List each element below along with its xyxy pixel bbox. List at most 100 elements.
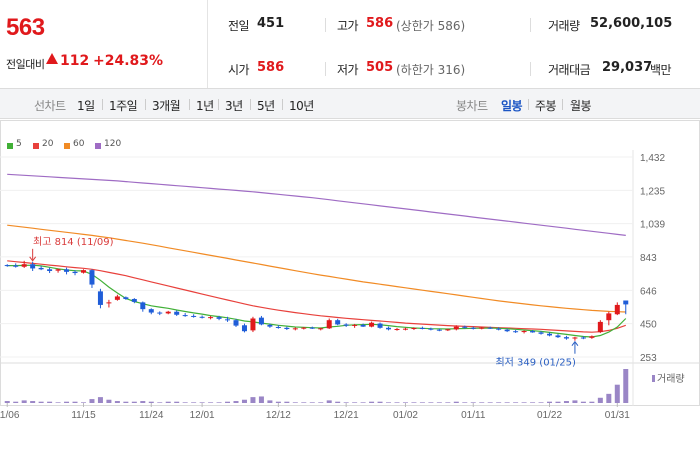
candle-body [140, 302, 146, 310]
volume-bar [470, 402, 476, 403]
volume-bar [419, 402, 425, 403]
candle-body [64, 269, 70, 272]
volume-bar [402, 402, 408, 403]
x-tick-label: 12/12 [266, 410, 291, 421]
period-5y[interactable]: 5년 [257, 99, 275, 113]
volume-bar [614, 384, 620, 403]
volume-bar [191, 402, 197, 403]
volume-bar [360, 402, 366, 403]
high-arrow-head [29, 256, 37, 262]
open-label: 시가 [228, 63, 250, 77]
candle-body [530, 331, 536, 333]
candle-body [114, 296, 120, 300]
volume-bar [13, 401, 19, 403]
period-1y[interactable]: 1년 [196, 99, 214, 113]
candle-body [521, 331, 527, 333]
high-value: 586 [366, 16, 394, 31]
volume-bar [267, 400, 273, 403]
volume-legend-swatch [652, 375, 655, 382]
candle-body [318, 328, 324, 330]
candle-body [38, 267, 44, 270]
period-10y[interactable]: 10년 [289, 99, 314, 113]
candle-monthly[interactable]: 월봉 [570, 99, 592, 113]
upper-limit: (상한가 586) [396, 19, 466, 33]
period-1d[interactable]: 1일 [77, 99, 95, 113]
divider [530, 18, 531, 32]
volume-bar [275, 401, 281, 403]
candle-body [377, 323, 383, 328]
candle-body [428, 328, 434, 330]
candle-body [131, 298, 137, 302]
volume-bar [250, 397, 256, 403]
candle-body [555, 335, 561, 338]
candle-body [589, 336, 595, 338]
divider [189, 99, 190, 110]
volume-bar [343, 402, 349, 403]
candle-daily[interactable]: 일봉 [501, 99, 523, 113]
volume-bar [38, 401, 44, 403]
y-tick-label: 450 [640, 320, 657, 331]
prev-close-label: 전일 [228, 19, 250, 33]
x-tick-label: 11/06 [0, 410, 20, 421]
volume-bar [394, 402, 400, 403]
divider [562, 99, 563, 110]
current-price: 563 [6, 14, 45, 41]
x-tick-label: 01/31 [605, 410, 630, 421]
legend-ma20: 20 [42, 139, 54, 149]
volume-bar [597, 397, 603, 403]
amount-value: 29,037 [602, 60, 653, 75]
volume-bar [140, 401, 146, 403]
candle-body [148, 309, 154, 313]
volume-bar [72, 401, 78, 403]
candle-body [462, 326, 468, 328]
candle-body [360, 324, 366, 327]
legend-ma5-swatch [7, 143, 13, 149]
candle-body [386, 327, 392, 330]
volume-bar [513, 402, 519, 403]
volume-bar [21, 400, 27, 403]
legend-ma5: 5 [16, 139, 22, 149]
volume-bar [530, 402, 536, 403]
volume-bar [335, 401, 341, 403]
volume-bar [216, 402, 222, 403]
candle-body [174, 311, 180, 315]
volume-bar [589, 401, 595, 403]
candle-body [72, 271, 78, 274]
price-chart: 5 20 60 120 1,432 1,235 1,039 843 646 450 253 1… [0, 120, 700, 450]
candle-body [30, 264, 36, 269]
amount-label: 거래대금 [548, 63, 591, 77]
candle-body [21, 264, 27, 267]
volume-bar [284, 401, 290, 403]
legend-ma60-swatch [64, 143, 70, 149]
legend-ma120-swatch [95, 143, 101, 149]
volume-label: 거래량 [657, 373, 685, 385]
candle-weekly[interactable]: 주봉 [535, 99, 557, 113]
up-arrow-icon [46, 53, 58, 64]
x-tick-label: 01/02 [393, 410, 418, 421]
candle-body [326, 320, 332, 329]
ma20-line [7, 260, 626, 333]
period-1w[interactable]: 1주일 [109, 99, 138, 113]
volume-bar [4, 401, 10, 403]
divider [325, 62, 326, 76]
candle-body [80, 270, 86, 273]
divider [282, 99, 283, 110]
period-3y[interactable]: 3년 [225, 99, 243, 113]
volume-bar [318, 402, 324, 403]
candle-body [250, 318, 256, 331]
volume-bar [97, 397, 103, 403]
candle-body [563, 337, 569, 339]
volume-bar [182, 402, 188, 403]
candle-body [496, 328, 502, 330]
x-tick-label: 12/21 [334, 410, 359, 421]
low-annotation: 최저 349 (01/25) [495, 357, 576, 369]
volume-bar [258, 396, 264, 403]
period-3m[interactable]: 3개월 [152, 99, 181, 113]
low-label: 저가 [337, 63, 359, 77]
volume-bar [326, 400, 332, 403]
volume-bar [131, 401, 137, 403]
change-label: 전일대비 [6, 58, 45, 71]
chart-canvas: 1,432 1,235 1,039 843 646 450 253 11/06 11/15 11/… [0, 120, 700, 421]
x-tick-label: 11/24 [139, 410, 164, 421]
volume-bar [165, 401, 171, 403]
